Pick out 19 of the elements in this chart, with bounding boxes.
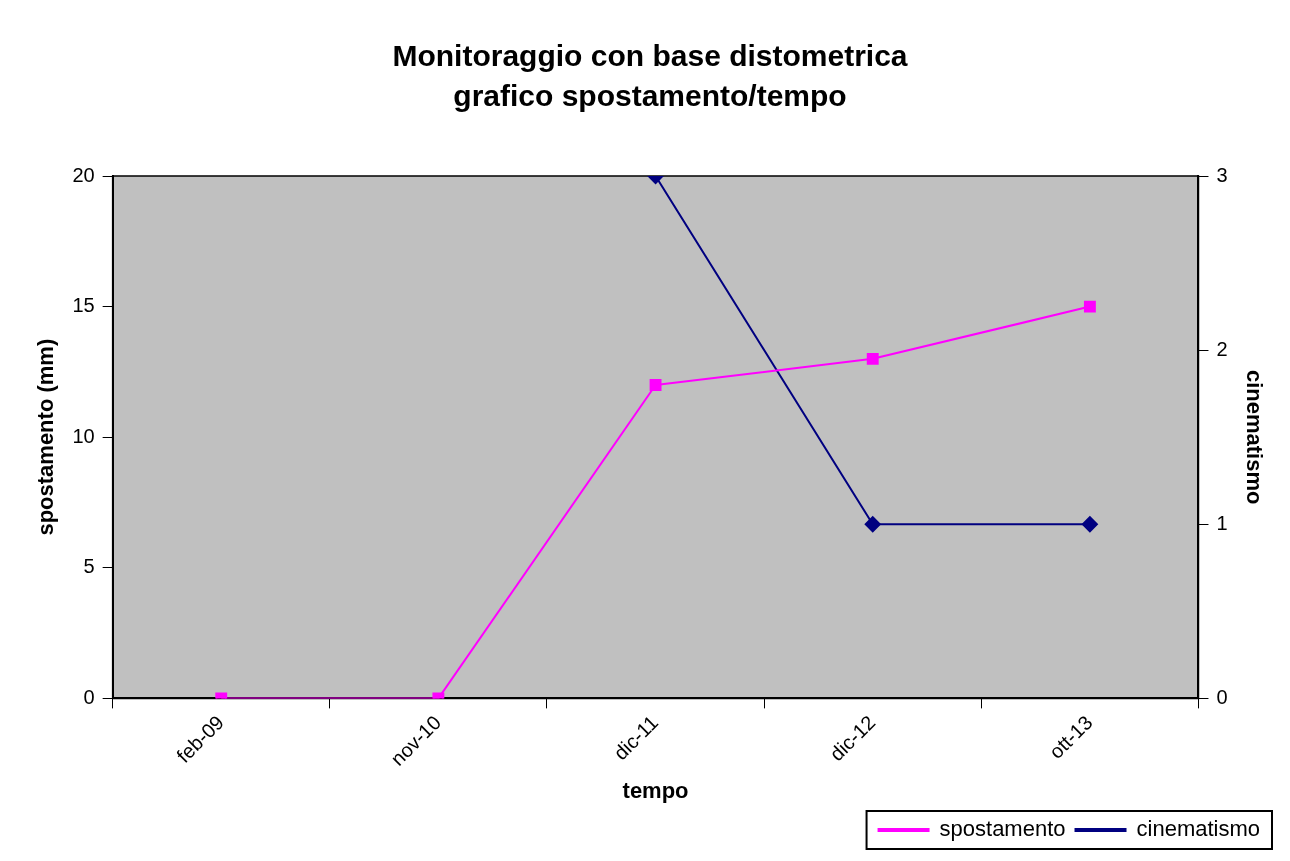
legend-label: spostamento [939,816,1066,842]
y2-tick-label: 0 [1216,685,1228,708]
y-tick-label: 10 [72,424,95,447]
point [866,352,879,365]
y2-tick-label: 2 [1216,337,1228,360]
y-tick-label: 5 [83,555,95,578]
y2-tick-label: 1 [1216,511,1228,534]
y-tick-label: 0 [83,685,95,708]
point [1083,300,1096,313]
x-axis-title: tempo [622,777,689,803]
point [649,379,662,391]
y-axis-title: spostamento (mm) [33,338,59,536]
y-tick-label: 15 [72,294,95,317]
y2-axis-title: cinematismo [1241,369,1267,505]
y2-tick-label: 3 [1216,163,1228,186]
chart-title: Monitoraggio con base distometrica [392,39,908,73]
legend-label: cinematismo [1136,816,1260,842]
y-tick-label: 20 [72,163,95,186]
chart-subtitle: grafico spostamento/tempo [453,79,847,113]
